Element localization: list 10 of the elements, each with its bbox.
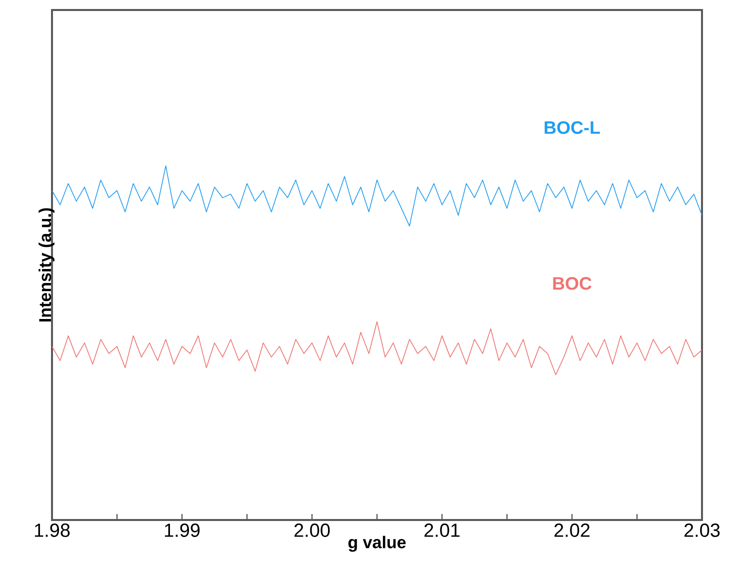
x-tick-label: 2.01 [424, 524, 460, 537]
x-tick-label: 2.02 [554, 524, 590, 537]
x-tick-label: 2.00 [294, 524, 330, 537]
text: BOC-L [544, 121, 600, 134]
x-tick-label: 1.98 [34, 524, 70, 537]
x-tick-label: 2.03 [684, 524, 720, 537]
x-tick-label: 1.99 [164, 524, 200, 537]
y-axis-title: Intensity (a.u.) [38, 208, 54, 322]
text: BOC [553, 277, 592, 290]
x-axis-title: g value [348, 536, 406, 552]
